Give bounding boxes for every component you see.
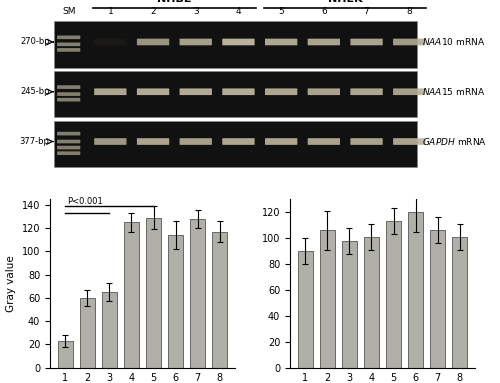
Bar bbox=[102, 292, 117, 368]
Bar bbox=[80, 298, 94, 368]
Bar bbox=[168, 235, 182, 368]
FancyBboxPatch shape bbox=[57, 98, 80, 101]
Text: P<0.001: P<0.001 bbox=[68, 196, 104, 206]
Bar bbox=[212, 232, 226, 368]
FancyBboxPatch shape bbox=[393, 39, 426, 45]
FancyBboxPatch shape bbox=[57, 146, 80, 149]
Text: 1: 1 bbox=[108, 7, 113, 16]
FancyBboxPatch shape bbox=[393, 138, 426, 145]
Text: 270-bp: 270-bp bbox=[20, 38, 50, 46]
Bar bbox=[124, 223, 138, 368]
FancyBboxPatch shape bbox=[393, 88, 426, 95]
Bar bbox=[190, 219, 204, 368]
FancyBboxPatch shape bbox=[308, 39, 340, 45]
Bar bbox=[408, 212, 422, 368]
FancyBboxPatch shape bbox=[308, 138, 340, 145]
Text: 8: 8 bbox=[406, 7, 412, 16]
Bar bbox=[298, 251, 312, 368]
FancyBboxPatch shape bbox=[265, 88, 298, 95]
Bar bbox=[452, 237, 466, 368]
FancyBboxPatch shape bbox=[265, 138, 298, 145]
FancyBboxPatch shape bbox=[180, 39, 212, 45]
FancyBboxPatch shape bbox=[350, 138, 382, 145]
FancyBboxPatch shape bbox=[57, 48, 80, 52]
FancyBboxPatch shape bbox=[57, 151, 80, 155]
Text: NHBE: NHBE bbox=[157, 0, 192, 3]
FancyBboxPatch shape bbox=[57, 132, 80, 136]
FancyBboxPatch shape bbox=[222, 88, 254, 95]
Text: 3: 3 bbox=[193, 7, 198, 16]
Text: 377-bp: 377-bp bbox=[20, 137, 50, 146]
FancyBboxPatch shape bbox=[57, 85, 80, 89]
FancyBboxPatch shape bbox=[57, 140, 80, 143]
Bar bbox=[342, 241, 356, 368]
Text: 245-bp: 245-bp bbox=[20, 87, 50, 96]
FancyBboxPatch shape bbox=[94, 39, 126, 45]
FancyBboxPatch shape bbox=[137, 138, 169, 145]
FancyBboxPatch shape bbox=[54, 121, 416, 167]
FancyBboxPatch shape bbox=[350, 88, 382, 95]
Text: 5: 5 bbox=[278, 7, 284, 16]
FancyBboxPatch shape bbox=[350, 39, 382, 45]
FancyBboxPatch shape bbox=[222, 138, 254, 145]
Text: NHEK: NHEK bbox=[328, 0, 362, 3]
FancyBboxPatch shape bbox=[308, 88, 340, 95]
Text: 2: 2 bbox=[150, 7, 156, 16]
Text: 6: 6 bbox=[321, 7, 326, 16]
Y-axis label: Gray value: Gray value bbox=[6, 255, 16, 312]
Bar bbox=[58, 341, 72, 368]
FancyBboxPatch shape bbox=[222, 39, 254, 45]
FancyBboxPatch shape bbox=[94, 138, 126, 145]
FancyBboxPatch shape bbox=[57, 36, 80, 39]
FancyBboxPatch shape bbox=[137, 88, 169, 95]
FancyBboxPatch shape bbox=[57, 43, 80, 46]
Bar bbox=[320, 230, 334, 368]
Text: 4: 4 bbox=[236, 7, 242, 16]
Bar bbox=[146, 218, 160, 368]
FancyBboxPatch shape bbox=[180, 88, 212, 95]
Bar bbox=[386, 221, 400, 368]
FancyBboxPatch shape bbox=[94, 88, 126, 95]
Text: $\it{GAPDH}$ mRNA: $\it{GAPDH}$ mRNA bbox=[422, 136, 486, 147]
Text: $\it{NAA15}$ mRNA: $\it{NAA15}$ mRNA bbox=[422, 86, 484, 97]
Text: 7: 7 bbox=[364, 7, 370, 16]
FancyBboxPatch shape bbox=[180, 138, 212, 145]
FancyBboxPatch shape bbox=[265, 39, 298, 45]
Bar bbox=[430, 230, 444, 368]
Bar bbox=[364, 237, 378, 368]
FancyBboxPatch shape bbox=[57, 92, 80, 96]
Text: SM: SM bbox=[62, 7, 76, 16]
Text: $\it{NAA10}$ mRNA: $\it{NAA10}$ mRNA bbox=[422, 36, 484, 47]
FancyBboxPatch shape bbox=[137, 39, 169, 45]
FancyBboxPatch shape bbox=[54, 21, 416, 68]
FancyBboxPatch shape bbox=[54, 71, 416, 117]
